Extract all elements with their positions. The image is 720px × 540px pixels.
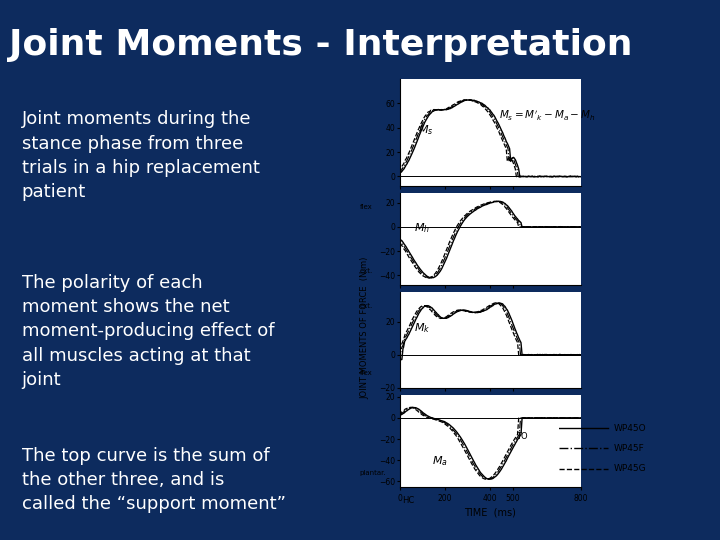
Text: TO: TO — [516, 432, 528, 441]
Text: The polarity of each
moment shows the net
moment-producing effect of
all muscles: The polarity of each moment shows the ne… — [22, 274, 274, 389]
Text: WP45O: WP45O — [614, 424, 647, 433]
Text: JOINT MOMENTS OF FORCE  (N.m): JOINT MOMENTS OF FORCE (N.m) — [361, 256, 369, 399]
Text: $M_k$: $M_k$ — [414, 321, 431, 335]
Text: flex: flex — [360, 204, 372, 210]
Text: ext.: ext. — [360, 268, 373, 274]
Text: The top curve is the sum of
the other three, and is
called the “support moment”: The top curve is the sum of the other th… — [22, 447, 286, 513]
Text: WP45F: WP45F — [614, 444, 644, 453]
Text: $M_s = M'_k - M_a - M_h$: $M_s = M'_k - M_a - M_h$ — [500, 109, 596, 124]
Text: $M_s$: $M_s$ — [418, 124, 433, 137]
Text: flex: flex — [360, 370, 372, 376]
Text: plantar.: plantar. — [360, 470, 386, 476]
Text: Joint Moments - Interpretation: Joint Moments - Interpretation — [9, 28, 632, 62]
Text: WP45G: WP45G — [614, 464, 647, 473]
Text: HC: HC — [402, 496, 415, 505]
X-axis label: TIME  (ms): TIME (ms) — [464, 508, 516, 517]
Text: $M_h$: $M_h$ — [414, 221, 430, 235]
Text: $M_a$: $M_a$ — [432, 454, 448, 468]
Text: Joint moments during the
stance phase from three
trials in a hip replacement
pat: Joint moments during the stance phase fr… — [22, 110, 259, 201]
Text: ext.: ext. — [360, 303, 373, 309]
